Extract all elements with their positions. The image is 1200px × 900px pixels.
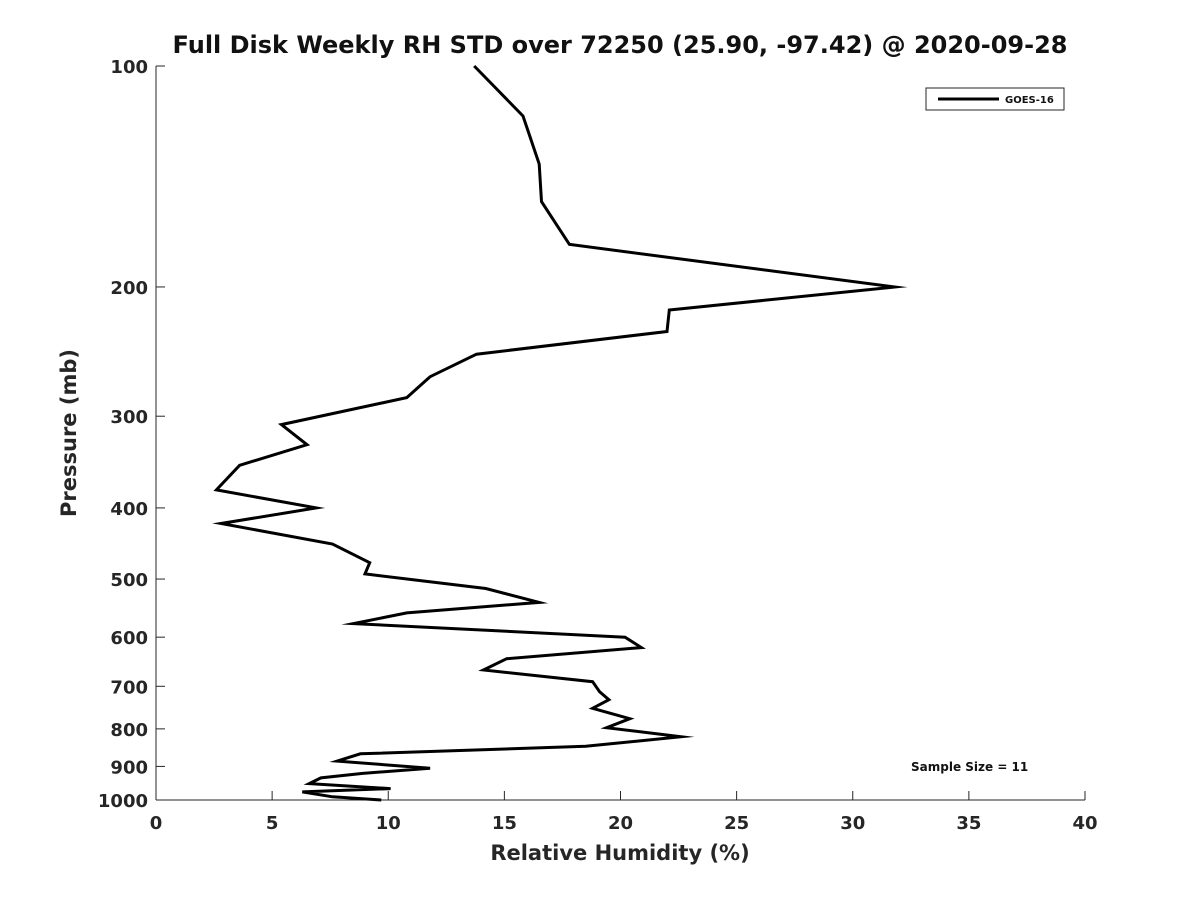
x-tick-label: 30 — [840, 813, 865, 834]
legend-label-goes-16: GOES-16 — [1005, 95, 1054, 106]
x-tick-label: 10 — [376, 813, 401, 834]
x-axis-label: Relative Humidity (%) — [490, 841, 749, 865]
y-tick-label: 700 — [110, 677, 148, 698]
x-tick-label: 25 — [724, 813, 749, 834]
sample-size-annotation: Sample Size = 11 — [911, 760, 1028, 774]
y-tick-label: 800 — [110, 720, 148, 741]
x-tick-label: 15 — [492, 813, 517, 834]
y-tick-label: 900 — [110, 757, 148, 778]
legend: GOES-16 — [925, 87, 1065, 111]
y-axis-label: Pressure (mb) — [57, 349, 81, 517]
chart-title: Full Disk Weekly RH STD over 72250 (25.9… — [173, 31, 1068, 59]
y-tick-label: 300 — [110, 407, 148, 428]
x-tick-label: 5 — [266, 813, 279, 834]
x-tick-label: 0 — [150, 813, 163, 834]
series-layer — [212, 64, 908, 802]
x-tick-label: 35 — [956, 813, 981, 834]
x-tick-label: 40 — [1072, 813, 1097, 834]
y-tick-label: 200 — [110, 278, 148, 299]
y-ticks: 100 200 300 400 500 600 700 800 900 1000 — [98, 57, 165, 812]
series-line-goes-16 — [212, 64, 908, 802]
y-tick-label: 500 — [110, 570, 148, 591]
y-tick-label: 100 — [110, 57, 148, 78]
y-tick-label: 400 — [110, 499, 148, 520]
x-tick-label: 20 — [608, 813, 633, 834]
y-tick-label: 600 — [110, 628, 148, 649]
x-ticks: 0 5 10 15 20 25 30 35 40 — [150, 791, 1098, 834]
y-tick-label: 1000 — [98, 791, 148, 812]
